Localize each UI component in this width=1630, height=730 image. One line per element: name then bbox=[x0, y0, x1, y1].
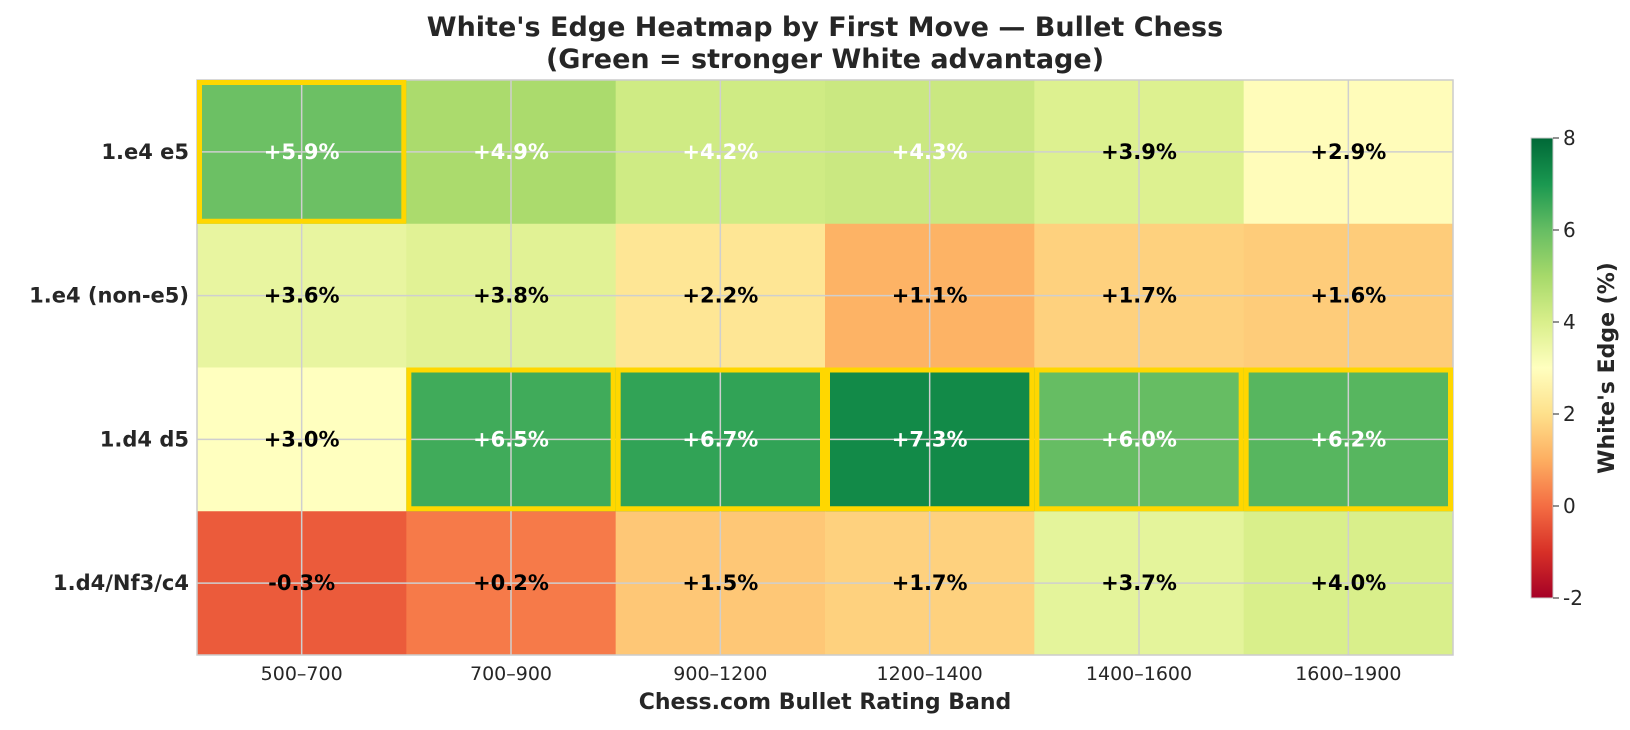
colorbar-tick-label: 0 bbox=[1563, 494, 1576, 518]
colorbar-label: White's Edge (%) bbox=[1595, 262, 1620, 474]
chart-title: White's Edge Heatmap by First Move — Bul… bbox=[427, 12, 1223, 43]
cell-value-label: +6.2% bbox=[1310, 427, 1386, 451]
cell-value-label: +6.0% bbox=[1101, 427, 1177, 451]
cell-value-labels: +5.9% +4.9% +4.2% +4.3% +3.9% +2.9% +3.6% +3.8%… bbox=[264, 140, 1387, 595]
highlight-border bbox=[406, 367, 616, 512]
cell-value-label: +0.2% bbox=[473, 571, 549, 595]
cell-value-label: +5.9% bbox=[264, 140, 340, 164]
cell-value-label: +3.0% bbox=[264, 427, 340, 451]
colorbar bbox=[1530, 137, 1554, 599]
highlight-border bbox=[197, 80, 407, 224]
cell-value-label: +2.9% bbox=[1310, 140, 1386, 164]
x-axis-label: Chess.com Bullet Rating Band bbox=[639, 690, 1012, 715]
cell-value-label: +3.8% bbox=[473, 284, 549, 308]
cell-value-label: +1.1% bbox=[892, 284, 968, 308]
cell-value-label: +6.7% bbox=[682, 427, 758, 451]
y-tick-labels: 1.e4 e5 1.e4 (non-e5) 1.d4 d5 1.d4/Nf3/c4 bbox=[29, 140, 189, 595]
colorbar-tick-label: -2 bbox=[1563, 586, 1583, 610]
cell-value-label: +1.7% bbox=[1101, 284, 1177, 308]
chart-subtitle: (Green = stronger White advantage) bbox=[546, 44, 1104, 75]
x-tick-label: 900–1200 bbox=[673, 663, 767, 685]
cell-value-label: +1.5% bbox=[682, 571, 758, 595]
cell-value-label: +4.9% bbox=[473, 140, 549, 164]
highlight-border bbox=[825, 367, 1035, 512]
highlight-border bbox=[615, 367, 826, 512]
cell-value-label: +1.7% bbox=[892, 571, 968, 595]
x-tick-labels: 500–700 700–900 900–1200 1200–1400 1400–1600… bbox=[261, 663, 1402, 685]
x-tick-label: 1200–1400 bbox=[877, 663, 983, 685]
cell-value-label: +3.7% bbox=[1101, 571, 1177, 595]
y-tick-label: 1.d4/Nf3/c4 bbox=[53, 571, 189, 595]
colorbar-tick-label: 6 bbox=[1563, 218, 1576, 242]
cell-value-label: +7.3% bbox=[892, 427, 968, 451]
colorbar-tick-label: 4 bbox=[1563, 310, 1576, 334]
cell-value-label: +4.2% bbox=[682, 140, 758, 164]
plot-frame bbox=[196, 79, 1454, 656]
colorbar-ticks: 8 6 4 2 0 -2 bbox=[1553, 126, 1583, 610]
x-tick-label: 1600–1900 bbox=[1295, 663, 1401, 685]
cell-value-label: +2.2% bbox=[682, 284, 758, 308]
cell-value-label: +6.5% bbox=[473, 427, 549, 451]
cell-value-label: -0.3% bbox=[268, 571, 335, 595]
highlight-border bbox=[1243, 367, 1453, 512]
cell-value-label: +3.9% bbox=[1101, 140, 1177, 164]
cell-value-label: +4.0% bbox=[1310, 571, 1386, 595]
cell-value-label: +1.6% bbox=[1310, 284, 1386, 308]
cell-value-label: +3.6% bbox=[264, 284, 340, 308]
x-tick-label: 1400–1600 bbox=[1086, 663, 1192, 685]
x-tick-label: 500–700 bbox=[261, 663, 343, 685]
colorbar-tick-label: 2 bbox=[1563, 402, 1576, 426]
cell-value-label: +4.3% bbox=[892, 140, 968, 164]
highlight-border bbox=[1034, 367, 1244, 512]
colorbar-tick-label: 8 bbox=[1563, 126, 1576, 150]
y-tick-label: 1.d4 d5 bbox=[100, 427, 189, 451]
highlight-borders bbox=[197, 80, 1453, 512]
y-tick-label: 1.e4 (non-e5) bbox=[29, 284, 189, 308]
x-tick-label: 700–900 bbox=[470, 663, 552, 685]
y-tick-label: 1.e4 e5 bbox=[101, 140, 189, 164]
